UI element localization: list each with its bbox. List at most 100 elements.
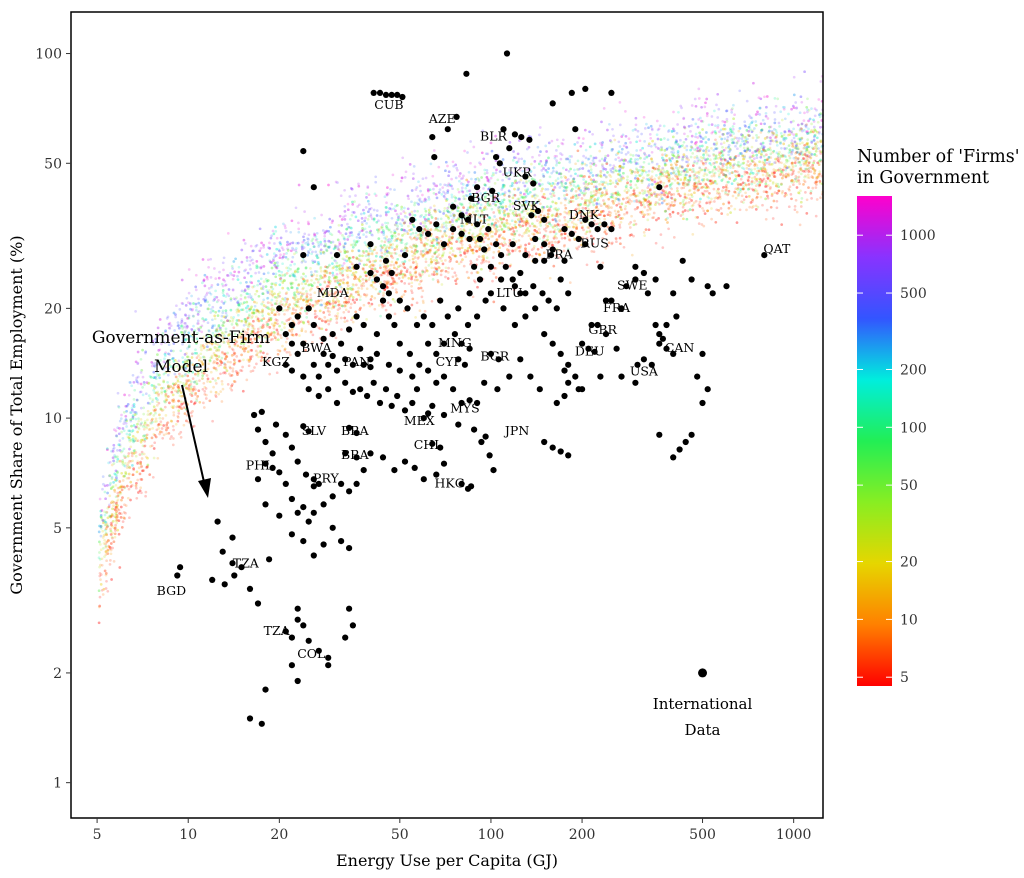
model-point xyxy=(694,143,698,147)
model-point xyxy=(147,424,150,427)
model-point xyxy=(730,108,733,112)
model-point xyxy=(799,166,803,170)
model-point xyxy=(726,213,730,216)
model-point xyxy=(435,272,439,275)
model-point xyxy=(669,196,673,200)
model-point xyxy=(337,223,341,227)
model-point xyxy=(496,178,500,182)
model-point xyxy=(772,168,776,171)
model-point xyxy=(538,231,542,235)
model-point xyxy=(254,271,257,275)
model-point xyxy=(713,109,716,113)
model-point xyxy=(175,390,179,394)
model-point xyxy=(108,547,112,551)
model-point xyxy=(545,159,548,163)
model-point xyxy=(111,536,114,540)
model-point xyxy=(232,326,236,330)
model-point xyxy=(720,167,724,170)
model-point xyxy=(778,150,781,154)
model-point xyxy=(193,388,197,391)
model-point xyxy=(136,398,139,402)
model-point xyxy=(508,222,512,226)
model-point xyxy=(712,172,716,176)
model-point xyxy=(628,226,632,229)
model-point xyxy=(421,269,424,273)
model-point xyxy=(285,266,288,270)
model-point xyxy=(141,425,145,428)
model-point xyxy=(297,221,300,225)
model-point xyxy=(110,486,113,490)
model-point xyxy=(163,341,167,345)
model-point xyxy=(391,256,395,260)
model-point xyxy=(777,189,781,193)
model-point xyxy=(759,131,763,134)
model-point xyxy=(365,230,368,234)
model-point xyxy=(141,393,145,397)
model-point xyxy=(509,227,512,231)
model-point xyxy=(162,372,166,376)
model-point xyxy=(103,519,107,522)
model-point xyxy=(385,254,389,258)
model-point xyxy=(259,277,263,281)
model-point xyxy=(289,230,293,234)
model-point xyxy=(551,192,554,196)
model-point xyxy=(373,307,377,311)
model-point xyxy=(272,252,276,255)
model-point xyxy=(584,156,588,160)
model-point xyxy=(525,168,529,172)
model-point xyxy=(114,529,117,532)
model-point xyxy=(414,260,418,264)
model-point xyxy=(205,291,209,295)
model-point xyxy=(208,359,212,363)
model-point xyxy=(675,187,679,190)
model-point xyxy=(582,182,586,185)
model-point xyxy=(598,217,601,221)
model-point xyxy=(157,394,160,397)
model-point xyxy=(761,118,765,122)
model-point xyxy=(260,265,263,269)
model-point xyxy=(790,130,794,134)
model-point xyxy=(222,340,225,344)
model-point xyxy=(444,224,448,228)
model-point xyxy=(800,153,804,156)
model-point xyxy=(748,155,752,159)
model-point xyxy=(750,180,754,184)
model-point xyxy=(582,189,586,193)
model-point xyxy=(280,270,284,274)
model-point xyxy=(775,206,779,210)
model-point xyxy=(248,359,252,363)
model-point xyxy=(331,292,335,296)
model-point xyxy=(379,259,382,263)
model-point xyxy=(625,196,629,200)
model-point xyxy=(525,217,528,221)
model-point xyxy=(257,355,260,359)
model-point xyxy=(121,449,124,453)
model-point xyxy=(156,374,159,377)
model-point xyxy=(748,156,752,160)
model-point xyxy=(284,296,287,300)
model-point xyxy=(492,166,496,169)
model-point xyxy=(237,302,240,306)
model-point xyxy=(670,150,674,154)
model-point xyxy=(805,143,809,147)
model-point xyxy=(192,315,195,318)
model-point xyxy=(748,123,752,126)
model-point xyxy=(795,107,798,110)
model-point xyxy=(650,160,654,164)
model-point xyxy=(768,162,771,166)
model-point xyxy=(371,252,374,256)
model-point xyxy=(313,216,316,220)
model-point xyxy=(681,212,685,216)
model-point xyxy=(525,147,529,151)
model-point xyxy=(171,334,175,337)
model-point xyxy=(500,261,504,265)
model-point xyxy=(548,175,552,179)
model-point xyxy=(130,384,134,388)
model-point xyxy=(215,368,218,372)
model-point xyxy=(385,235,389,239)
model-point xyxy=(797,137,801,141)
model-point xyxy=(737,137,741,140)
model-point xyxy=(792,136,796,140)
model-point xyxy=(153,441,157,445)
model-point xyxy=(336,312,340,315)
